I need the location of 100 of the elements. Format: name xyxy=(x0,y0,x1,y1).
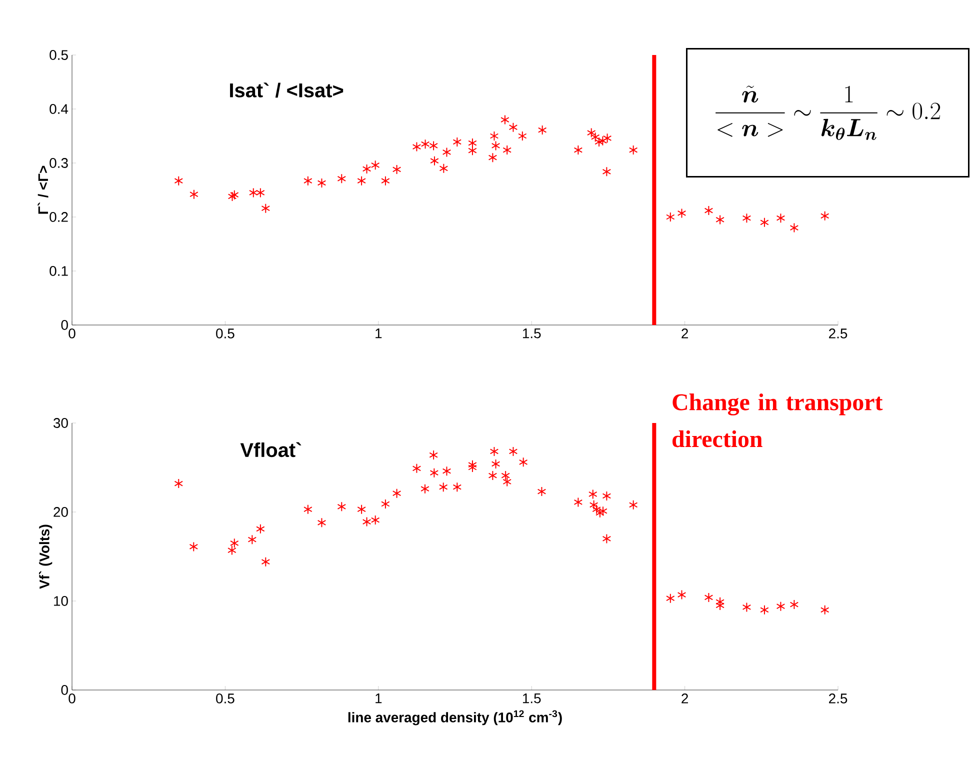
point xyxy=(438,482,448,492)
x-tick-label: 2 xyxy=(682,694,688,704)
point xyxy=(429,140,438,151)
y-tick-label: 0 xyxy=(61,685,68,695)
point xyxy=(304,176,312,186)
point xyxy=(628,500,638,510)
point xyxy=(420,139,430,150)
point xyxy=(392,488,402,498)
point xyxy=(677,590,686,600)
point xyxy=(488,152,498,163)
point xyxy=(490,131,499,142)
y-tick-label: 20 xyxy=(54,507,68,517)
point xyxy=(412,142,422,152)
point xyxy=(412,463,422,474)
y-tick-label: 30 xyxy=(54,418,68,428)
x-tick-label: 2.5 xyxy=(829,328,848,338)
point xyxy=(760,217,769,228)
x-tick-label: 1 xyxy=(376,328,382,338)
point xyxy=(508,446,518,456)
point xyxy=(602,166,612,177)
point xyxy=(442,466,452,476)
point xyxy=(452,482,462,492)
point xyxy=(317,178,326,188)
point xyxy=(442,147,452,158)
point xyxy=(392,164,402,174)
x-tick-label: 1.5 xyxy=(522,328,541,338)
y-axis-title: Vf` (Volts) xyxy=(39,524,52,589)
point xyxy=(261,556,270,567)
point xyxy=(537,486,546,497)
x-tick-label: 2 xyxy=(682,328,688,338)
point xyxy=(666,212,675,222)
point xyxy=(357,504,366,514)
y-tick-label: 0.3 xyxy=(50,158,68,168)
point xyxy=(370,515,380,526)
point xyxy=(468,138,477,148)
annotation: Isat` / <Isat> xyxy=(230,82,344,98)
y-tick-label: 10 xyxy=(54,596,68,606)
point xyxy=(256,188,265,198)
point xyxy=(452,136,462,147)
point xyxy=(256,524,265,534)
point xyxy=(370,160,380,170)
point xyxy=(716,214,724,225)
point xyxy=(602,534,612,544)
point xyxy=(230,538,239,548)
point xyxy=(704,206,714,216)
point xyxy=(174,478,184,489)
point xyxy=(598,136,608,146)
point xyxy=(538,125,547,136)
point xyxy=(574,145,583,156)
point xyxy=(488,470,498,481)
y-tick-label: 0.4 xyxy=(50,104,68,114)
point xyxy=(190,189,198,200)
point xyxy=(249,188,258,198)
point xyxy=(430,156,439,166)
x-tick-label: 2.5 xyxy=(829,694,848,704)
annotation: Vfloat` xyxy=(240,442,302,458)
y-tick-label: 0.2 xyxy=(50,212,68,222)
point xyxy=(357,176,366,186)
point xyxy=(602,490,612,501)
point xyxy=(704,592,714,602)
point xyxy=(820,210,830,221)
x-tick-label: 0.5 xyxy=(216,694,234,704)
point xyxy=(228,545,236,556)
y-axis-title: Γ` / <Γ> xyxy=(38,166,48,214)
point xyxy=(362,164,372,174)
point xyxy=(588,489,598,500)
point xyxy=(337,502,346,512)
y-tick-label: 0 xyxy=(61,320,68,330)
point xyxy=(430,468,439,478)
point xyxy=(261,203,270,214)
point xyxy=(228,191,237,202)
point xyxy=(628,145,638,156)
point xyxy=(742,213,752,224)
point xyxy=(790,222,799,233)
point xyxy=(491,140,500,151)
point xyxy=(362,516,372,527)
point xyxy=(490,446,499,456)
point xyxy=(337,174,346,184)
point xyxy=(317,518,326,528)
point xyxy=(776,213,786,224)
point xyxy=(174,176,184,186)
point xyxy=(304,504,312,514)
point xyxy=(677,208,686,218)
x-tick-label: 1.5 xyxy=(522,694,541,704)
point xyxy=(574,497,583,508)
point xyxy=(248,534,257,545)
point xyxy=(429,450,438,460)
y-tick-label: 0.1 xyxy=(50,266,68,276)
point xyxy=(468,462,477,473)
point xyxy=(468,146,477,156)
point xyxy=(508,122,518,132)
point xyxy=(439,163,448,174)
annotation: Change in transport direction xyxy=(672,394,883,448)
x-tick-label: 0.5 xyxy=(216,328,234,338)
annotation: $\frac{\tilde{\boldsymbol{n}}}{<\boldsymbol{n}>}\sim\frac{1}{\boldsymbol{k_{\theta}L_{n}}}\sim 0.2$ xyxy=(716,86,940,140)
y-tick-label: 0.5 xyxy=(50,50,68,60)
point xyxy=(666,593,675,604)
point xyxy=(500,114,510,125)
point xyxy=(518,457,528,468)
x-tick-label: 0 xyxy=(68,328,76,338)
